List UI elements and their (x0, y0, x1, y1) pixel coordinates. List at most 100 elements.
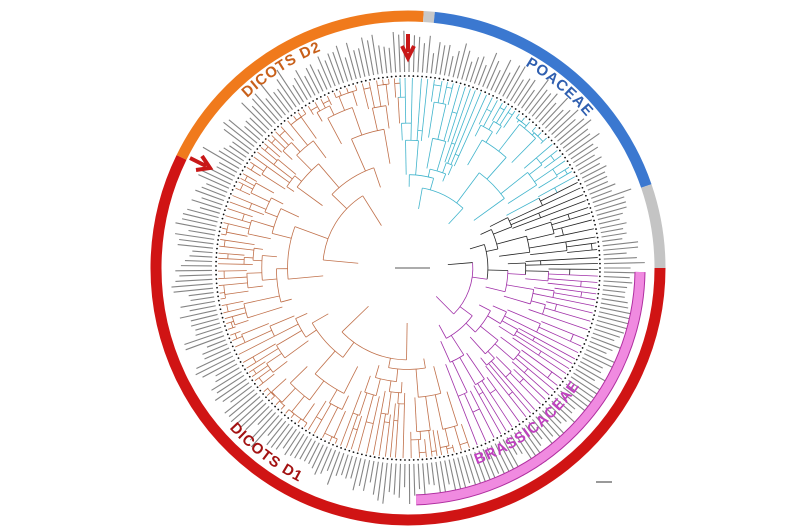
node-dot (593, 219, 595, 222)
branch (475, 378, 485, 386)
node-dot (579, 182, 582, 185)
branch (525, 278, 549, 282)
node-dot (590, 322, 593, 325)
node-dot (256, 148, 259, 150)
branch (457, 396, 478, 446)
branch (309, 380, 325, 401)
node-dot (391, 458, 393, 461)
branch (489, 389, 497, 394)
branch (228, 223, 250, 230)
branch (253, 369, 257, 375)
branch (290, 124, 308, 146)
node-dot (373, 78, 376, 80)
leaf-label (245, 405, 270, 431)
branch (284, 404, 286, 406)
branch (246, 273, 249, 288)
node-dot (544, 133, 547, 136)
node-dot (215, 278, 218, 280)
branch (340, 412, 354, 446)
branch (437, 104, 447, 140)
leaf-label (478, 64, 487, 86)
branch (580, 291, 583, 298)
leaf-label (308, 442, 320, 465)
branch (364, 375, 371, 393)
leaf-label (372, 461, 379, 495)
node-dot (599, 267, 601, 269)
branch (492, 305, 507, 313)
node-dot (553, 391, 556, 393)
node-dot (412, 75, 415, 77)
branch (218, 252, 229, 255)
branch (565, 241, 568, 251)
branch (312, 140, 327, 159)
arrow (189, 154, 214, 172)
node-dot (225, 329, 228, 332)
branch (485, 131, 493, 143)
leaf-label (573, 146, 599, 164)
node-dot (598, 284, 601, 286)
branch (430, 84, 435, 102)
branch (380, 390, 386, 414)
branch (591, 242, 597, 244)
node-dot (290, 419, 293, 422)
node-dot (344, 448, 347, 451)
leaf-label (218, 150, 242, 166)
branch (341, 305, 369, 333)
node-dot (472, 86, 474, 89)
branch (507, 273, 526, 276)
branch (223, 311, 229, 314)
node-dot (335, 88, 338, 91)
branch (531, 132, 535, 136)
branch (389, 414, 391, 423)
leaf-label (482, 448, 498, 483)
branch (525, 260, 541, 262)
leaf-label (195, 355, 234, 376)
branch (459, 357, 476, 385)
node-dot (312, 100, 315, 102)
leaf-label (250, 415, 280, 448)
branch (352, 390, 362, 414)
leaf-label (276, 69, 301, 105)
branch (369, 87, 375, 108)
branch (239, 184, 244, 191)
branch (440, 81, 443, 87)
branch (418, 393, 441, 398)
branch (314, 102, 318, 107)
branch (311, 313, 329, 324)
branch (550, 213, 569, 221)
branch (456, 172, 480, 204)
branch (506, 284, 534, 290)
branch (375, 365, 380, 378)
leaf-label (490, 69, 501, 91)
leaf-label (494, 59, 512, 93)
branch (291, 142, 301, 153)
leaf-label (486, 447, 500, 474)
branch (264, 150, 278, 161)
node-dot (217, 234, 220, 237)
branch (250, 169, 261, 177)
branch (472, 411, 487, 442)
leaf-label (506, 436, 518, 455)
node-dot (596, 297, 599, 299)
branch (498, 124, 520, 152)
branch (495, 109, 505, 124)
branch (354, 85, 358, 91)
branch (352, 414, 358, 429)
node-dot (215, 265, 217, 267)
branch (480, 325, 499, 341)
leaf-label (452, 458, 463, 494)
branch (322, 195, 363, 261)
leaf-label (557, 118, 585, 142)
leaf-label (579, 361, 602, 374)
branch (224, 246, 254, 251)
branch (440, 445, 450, 448)
node-dot (395, 458, 398, 461)
leaf-label (215, 363, 238, 377)
leaf-label (175, 278, 213, 282)
branch (275, 138, 286, 149)
leaf-label (378, 45, 383, 74)
branch (321, 403, 332, 421)
branch (351, 138, 366, 172)
branch (538, 197, 543, 206)
branch (397, 403, 400, 421)
